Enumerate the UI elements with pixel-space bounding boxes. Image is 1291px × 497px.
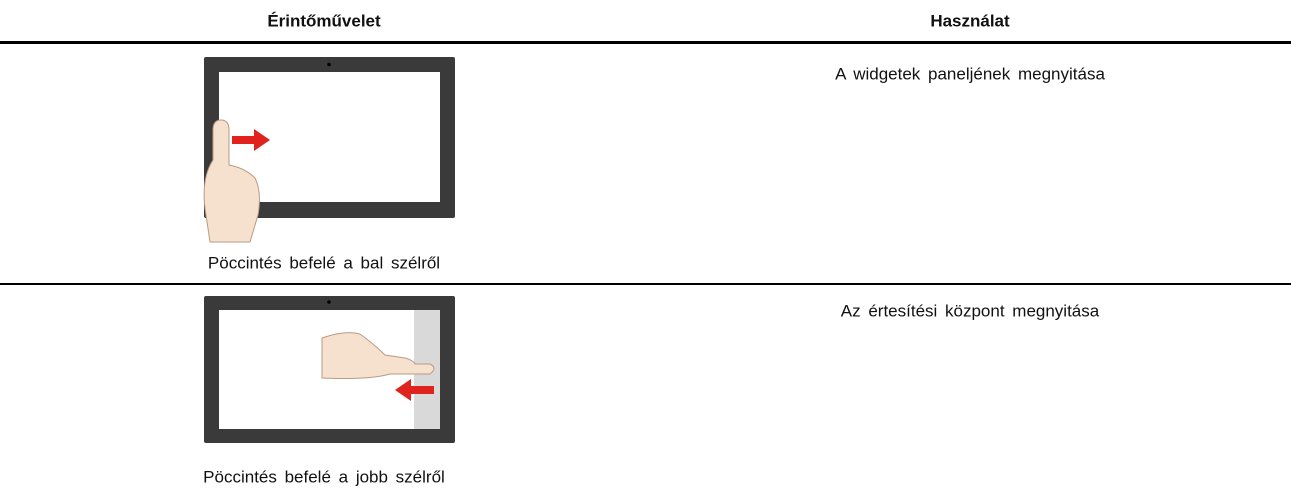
header-cell: Érintőművelet xyxy=(267,11,381,30)
row-rule xyxy=(0,283,1291,285)
row-usage: A widgetek paneljének megnyitása xyxy=(835,64,1105,83)
row-caption: Pöccintés befelé a jobb szélről xyxy=(203,467,445,486)
header-cell: Használat xyxy=(930,11,1010,30)
row-caption: Pöccintés befelé a bal szélről xyxy=(208,253,440,272)
gesture-illustration xyxy=(203,57,455,243)
header-rule xyxy=(0,41,1291,44)
gesture-illustration xyxy=(204,296,455,443)
row-usage: Az értesítési központ megnyitása xyxy=(841,301,1100,320)
